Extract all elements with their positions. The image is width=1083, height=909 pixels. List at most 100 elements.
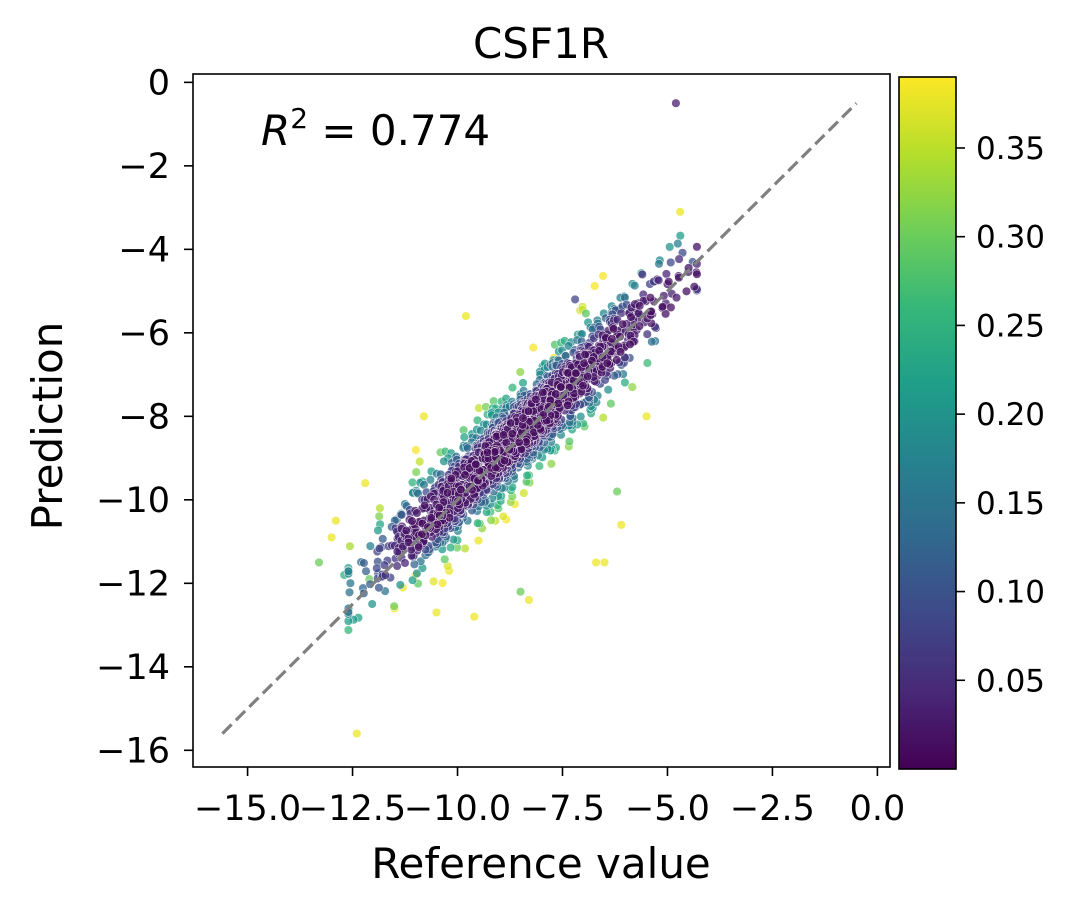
colorbar: [898, 76, 957, 770]
scatter-point: [397, 510, 407, 520]
scatter-point: [551, 389, 561, 399]
r-squared-value: = 0.774: [308, 106, 490, 155]
colorbar-axis: 0.05 0.10 0.15 0.20 0.25 0.30 0.35: [956, 131, 1045, 699]
scatter-point: [412, 508, 422, 518]
scatter-point: [602, 358, 612, 368]
scatter-point: [414, 542, 424, 552]
scatter-point: [583, 371, 593, 381]
scatter-point: [692, 269, 702, 279]
scatter-point: [518, 378, 528, 388]
scatter-point: [563, 368, 573, 378]
scatter-point: [524, 595, 534, 605]
scatter-point: [352, 729, 362, 739]
x-tick-label: −5.0: [625, 789, 710, 829]
y-tick-label: −6: [118, 314, 170, 354]
scatter-point: [598, 271, 608, 281]
scatter-point: [634, 321, 645, 331]
scatter-point: [658, 302, 668, 312]
scatter-point: [343, 625, 353, 635]
scatter-point: [603, 385, 613, 395]
scatter-point: [473, 518, 483, 528]
scatter-point: [618, 319, 628, 329]
scatter-point: [431, 607, 442, 618]
y-tick-label: −2: [118, 147, 170, 187]
scatter-point: [641, 411, 652, 421]
scatter-point: [446, 542, 456, 553]
scatter-point: [392, 561, 402, 571]
scatter-point: [534, 461, 544, 471]
x-tick-label: −10.0: [404, 789, 511, 829]
scatter-point: [434, 503, 444, 513]
scatter-point: [666, 302, 676, 312]
scatter-point: [442, 488, 453, 498]
scatter-point: [564, 341, 574, 351]
scatter-point: [407, 516, 417, 526]
scatter-point: [674, 254, 684, 264]
scatter-point: [519, 488, 529, 498]
scatter-point: [645, 293, 655, 303]
scatter-point: [345, 578, 355, 588]
scatter-points: [314, 98, 702, 739]
x-tick-label: −15.0: [194, 789, 301, 829]
scatter-point: [507, 383, 518, 393]
scatter-point: [581, 308, 591, 318]
scatter-point: [472, 415, 483, 425]
scatter-point: [564, 436, 574, 447]
scatter-point: [538, 387, 548, 398]
y-tick-label: −8: [118, 397, 170, 437]
scatter-point: [407, 477, 418, 487]
y-axis: 0 −2 −4 −6 −8 −10 −12 −14 −16: [96, 63, 193, 771]
scatter-point: [615, 347, 626, 357]
scatter-point: [528, 342, 538, 353]
scatter-point: [681, 286, 692, 296]
identity-line: [221, 102, 858, 735]
scatter-point: [473, 536, 483, 546]
scatter-point: [395, 580, 405, 590]
colorbar-tick-label: 0.20: [976, 397, 1045, 433]
scatter-point: [620, 377, 630, 388]
colorbar-tick-label: 0.05: [976, 663, 1045, 699]
y-tick-label: −16: [96, 731, 170, 771]
chart-title: CSF1R: [473, 19, 609, 68]
x-tick-label: 0.0: [850, 789, 906, 829]
scatter-point: [571, 368, 581, 378]
scatter-point: [612, 486, 622, 497]
scatter-point: [446, 474, 456, 484]
x-tick-label: −12.5: [299, 789, 406, 829]
scatter-point: [579, 358, 589, 368]
y-tick-label: 0: [148, 63, 170, 103]
scatter-point: [580, 350, 590, 360]
scatter-point: [515, 587, 526, 597]
scatter-point: [463, 443, 473, 453]
scatter-point: [642, 358, 652, 368]
y-tick-label: −12: [96, 564, 170, 604]
x-tick-label: −7.5: [520, 789, 605, 829]
scatter-point: [576, 412, 586, 422]
scatter-point: [675, 231, 685, 241]
scatter-point: [486, 515, 496, 525]
scatter-point: [654, 275, 664, 285]
plot-frame: [192, 73, 891, 768]
colorbar-tick-label: 0.15: [976, 486, 1045, 522]
scatter-point: [607, 334, 617, 344]
scatter-point: [578, 381, 588, 391]
scatter-point: [647, 337, 657, 347]
scatter-point: [401, 525, 411, 536]
scatter-point: [626, 312, 636, 322]
scatter-point: [408, 575, 418, 585]
scatter-point: [469, 612, 479, 622]
scatter-point: [546, 459, 556, 469]
x-axis-label: Reference value: [371, 839, 711, 888]
scatter-point: [606, 399, 616, 409]
x-axis: −15.0−12.5−10.0 −7.5 −5.0 −2.5 0.0: [194, 767, 905, 829]
colorbar-tick-label: 0.25: [976, 308, 1045, 344]
scatter-point: [345, 541, 355, 551]
scatter-point: [612, 355, 622, 365]
scatter-point: [389, 601, 399, 611]
scatter-point: [665, 242, 675, 252]
colorbar-tick-label: 0.35: [976, 131, 1045, 167]
scatter-point: [498, 430, 509, 440]
scatter-point: [531, 394, 541, 404]
scatter-point: [343, 566, 353, 576]
scatter-point: [415, 457, 425, 467]
